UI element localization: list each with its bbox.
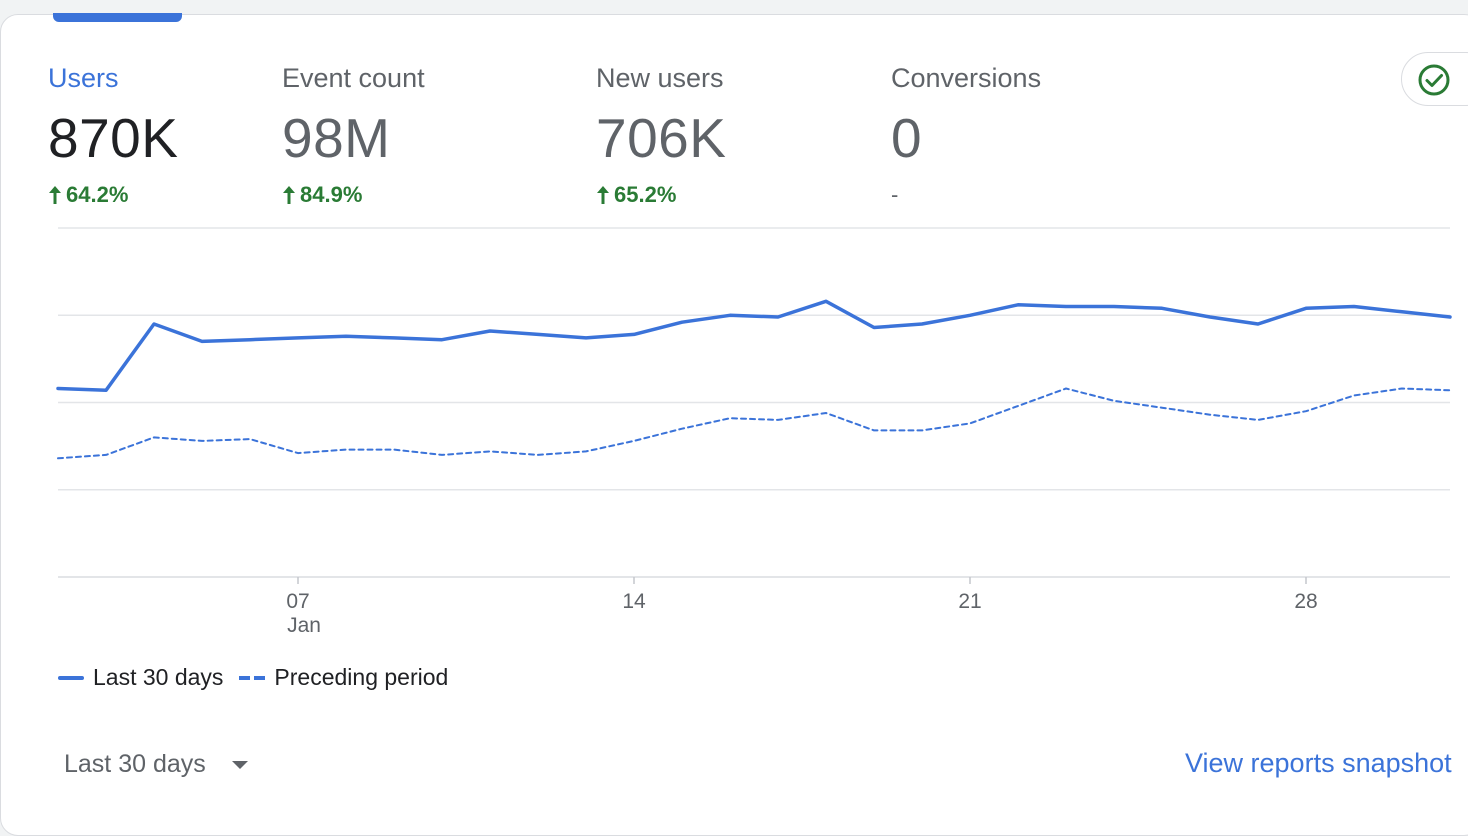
- arrow-up-icon: [597, 186, 609, 204]
- metric-change-value: 84.9%: [300, 182, 363, 207]
- view-reports-snapshot-link[interactable]: View reports snapshot: [1185, 748, 1452, 778]
- metric-change: 84.9%: [282, 182, 425, 208]
- legend-label: Preceding period: [274, 664, 449, 690]
- metric-change-value: 64.2%: [66, 182, 129, 207]
- caret-down-icon: [231, 760, 248, 769]
- x-tick-label: 07: [286, 590, 309, 613]
- metric-tab-users[interactable]: Users 870K 64.2%: [48, 63, 178, 208]
- date-range-label: Last 30 days: [64, 750, 206, 778]
- metric-label: Conversions: [891, 63, 1042, 93]
- legend-label: Last 30 days: [93, 664, 224, 690]
- metric-tab-conversions[interactable]: Conversions 0 -: [891, 63, 1041, 208]
- metric-value: 870K: [48, 107, 179, 169]
- metric-change-value: 65.2%: [614, 182, 677, 207]
- arrow-up-icon: [49, 186, 61, 204]
- legend-dashed-line-swatch: [239, 675, 266, 680]
- check-circle-icon: [1418, 64, 1450, 96]
- metric-tab-event-count[interactable]: Event count 98M 84.9%: [282, 63, 425, 208]
- x-tick-label: 21: [958, 590, 981, 613]
- x-tick-sublabel: Jan: [287, 614, 321, 637]
- arrow-up-icon: [283, 186, 295, 204]
- metric-label: New users: [596, 63, 724, 93]
- active-tab-indicator: [53, 13, 182, 22]
- legend-solid-line-swatch: [58, 675, 84, 680]
- series-line-last-30-days: [56, 299, 1452, 393]
- legend-item-last-30-days[interactable]: Last 30 days: [58, 664, 223, 691]
- chart-legend: Last 30 days Preceding period: [58, 664, 464, 691]
- metric-change-value: -: [891, 182, 899, 207]
- metric-change: 64.2%: [48, 182, 178, 208]
- metric-change: 65.2%: [596, 182, 726, 208]
- insights-check-button[interactable]: [1401, 52, 1468, 106]
- metric-value: 0: [891, 107, 923, 169]
- x-tick-label: 14: [622, 590, 646, 613]
- series-line-preceding-period: [57, 387, 1451, 460]
- overview-card: [0, 13, 1468, 836]
- legend-item-preceding-period[interactable]: Preceding period: [239, 664, 448, 691]
- metric-change: -: [891, 182, 1041, 208]
- metric-tab-new-users[interactable]: New users 706K 65.2%: [596, 63, 726, 208]
- date-range-dropdown[interactable]: Last 30 days: [64, 750, 248, 779]
- metric-value: 706K: [596, 107, 727, 169]
- x-tick-label: 28: [1294, 590, 1317, 613]
- metric-label: Event count: [282, 63, 425, 93]
- metric-value: 98M: [282, 107, 391, 169]
- metric-label: Users: [48, 63, 119, 93]
